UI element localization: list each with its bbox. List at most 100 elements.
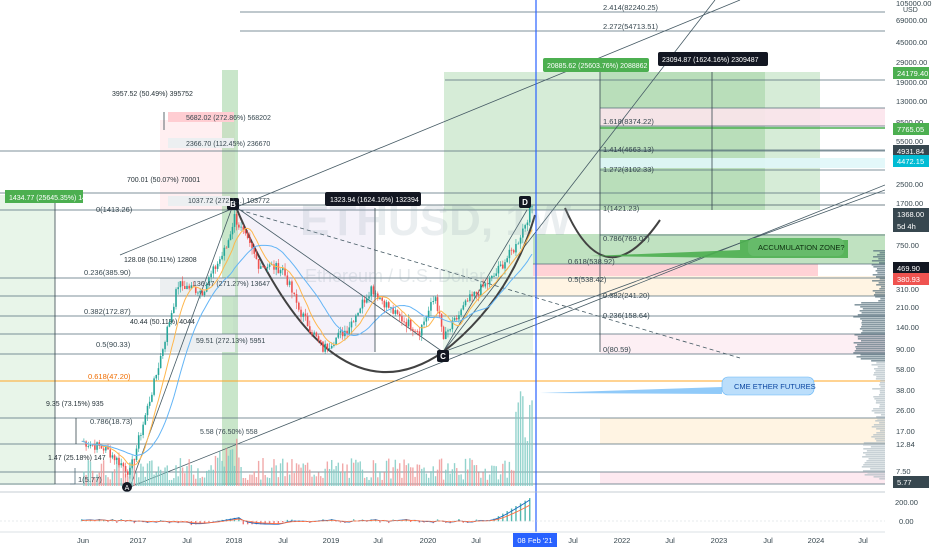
volume-profile-row	[854, 334, 885, 336]
candle-body	[524, 225, 526, 229]
volume-bar	[352, 462, 355, 486]
volume-profile-row	[874, 412, 885, 414]
candle-body	[227, 240, 230, 248]
volume-bar	[146, 463, 149, 486]
volume-bar	[407, 463, 410, 486]
candle-body	[401, 316, 403, 322]
volume-profile-row	[871, 260, 885, 262]
candle-body	[432, 300, 435, 303]
volume-bar	[522, 396, 524, 486]
volume-bar	[113, 469, 116, 486]
price-tick-label: 19000.00	[896, 78, 927, 87]
indicator-bar	[102, 520, 105, 522]
candle-body	[409, 319, 412, 330]
svg-text:1434.77 (25645.35%) 143477: 1434.77 (25645.35%) 143477	[9, 195, 102, 202]
volume-bar	[449, 473, 451, 486]
volume-profile-row	[879, 406, 885, 408]
volume-bar	[445, 469, 447, 486]
time-axis[interactable]: Jun 2017 Jul 2018 Jul 2019 Jul 2020 Jul Jul 2022 Ju…	[77, 536, 868, 545]
volume-bar	[203, 477, 206, 486]
volume-profile-row	[876, 400, 885, 402]
candle-body	[385, 302, 388, 308]
volume-bar	[142, 466, 144, 486]
volume-profile-row	[855, 348, 885, 350]
volume-bar	[199, 478, 201, 486]
volume-bar	[313, 474, 315, 486]
volume-bar	[102, 460, 105, 486]
indicator-bar	[339, 521, 342, 523]
candle-body	[491, 275, 493, 279]
volume-bar	[244, 478, 247, 486]
candle-body	[418, 331, 421, 336]
volume-profile-row	[871, 426, 885, 428]
candle-body	[304, 313, 307, 317]
time-tick-label: Jul	[471, 536, 481, 545]
volume-bar	[131, 467, 133, 486]
volume-bar	[223, 466, 225, 486]
volume-bar	[240, 467, 242, 486]
price-marker: 4472.15	[893, 155, 929, 167]
candle-body	[444, 331, 447, 340]
volume-profile-row	[879, 392, 885, 394]
candle-body	[357, 312, 359, 316]
volume-profile-row	[877, 272, 885, 274]
candle-body	[383, 300, 386, 308]
candle-body	[493, 275, 495, 277]
volume-bar	[471, 459, 473, 486]
volume-bar	[124, 473, 127, 486]
time-tick-label: 2023	[711, 536, 728, 545]
indicator-bar	[268, 521, 271, 525]
indicator-panel	[0, 250, 885, 526]
indicator-bar	[515, 506, 517, 522]
candle-body	[223, 247, 226, 256]
volume-profile-row	[878, 394, 885, 396]
volume-bar	[361, 469, 364, 486]
volume-bar	[337, 462, 340, 486]
fib-label-right: 0.786(769.07)	[603, 234, 650, 243]
candle-body	[390, 307, 392, 309]
indicator-bar	[282, 521, 284, 523]
volume-bar	[221, 460, 223, 486]
volume-bar	[491, 465, 493, 486]
candle-body	[131, 459, 133, 468]
candle-body	[253, 248, 256, 254]
indicator-bar	[291, 519, 293, 522]
svg-text:23094.87 (1624.16%) 2309487: 23094.87 (1624.16%) 2309487	[662, 57, 759, 64]
volume-bar	[184, 473, 186, 486]
measure-label-plain: 128.08 (50.11%) 12808	[124, 257, 197, 264]
volume-bar	[262, 458, 264, 486]
volume-bar	[148, 460, 151, 486]
candle-body	[144, 415, 147, 425]
volume-bar	[427, 477, 430, 486]
volume-bar	[255, 477, 258, 486]
candle-body	[311, 332, 313, 335]
volume-profile-row	[860, 340, 885, 342]
indicator-bar	[203, 521, 206, 523]
volume-bar	[300, 467, 302, 486]
candle-body	[466, 300, 469, 302]
volume-bar	[430, 471, 432, 486]
indicator-bar	[497, 516, 500, 522]
volume-bar	[293, 473, 295, 486]
candle-body	[414, 330, 416, 332]
volume-bar	[348, 477, 350, 486]
volume-profile-row	[868, 458, 885, 460]
indicator-bar	[242, 521, 244, 525]
candle-body	[504, 262, 506, 269]
candle-body	[315, 332, 318, 337]
price-tick-label: 45000.00	[896, 38, 927, 47]
volume-bar	[135, 472, 138, 486]
indicator-bar	[277, 521, 280, 525]
volume-profile-row	[875, 370, 885, 372]
candle-body	[102, 448, 105, 451]
candle-body	[403, 321, 405, 323]
volume-profile-row	[874, 372, 885, 374]
candle-body	[495, 273, 498, 276]
volume-bar	[253, 471, 255, 486]
volume-profile-row	[873, 256, 885, 258]
candle-body	[510, 249, 513, 251]
volume-bar	[266, 477, 269, 486]
candle-body	[155, 374, 158, 379]
